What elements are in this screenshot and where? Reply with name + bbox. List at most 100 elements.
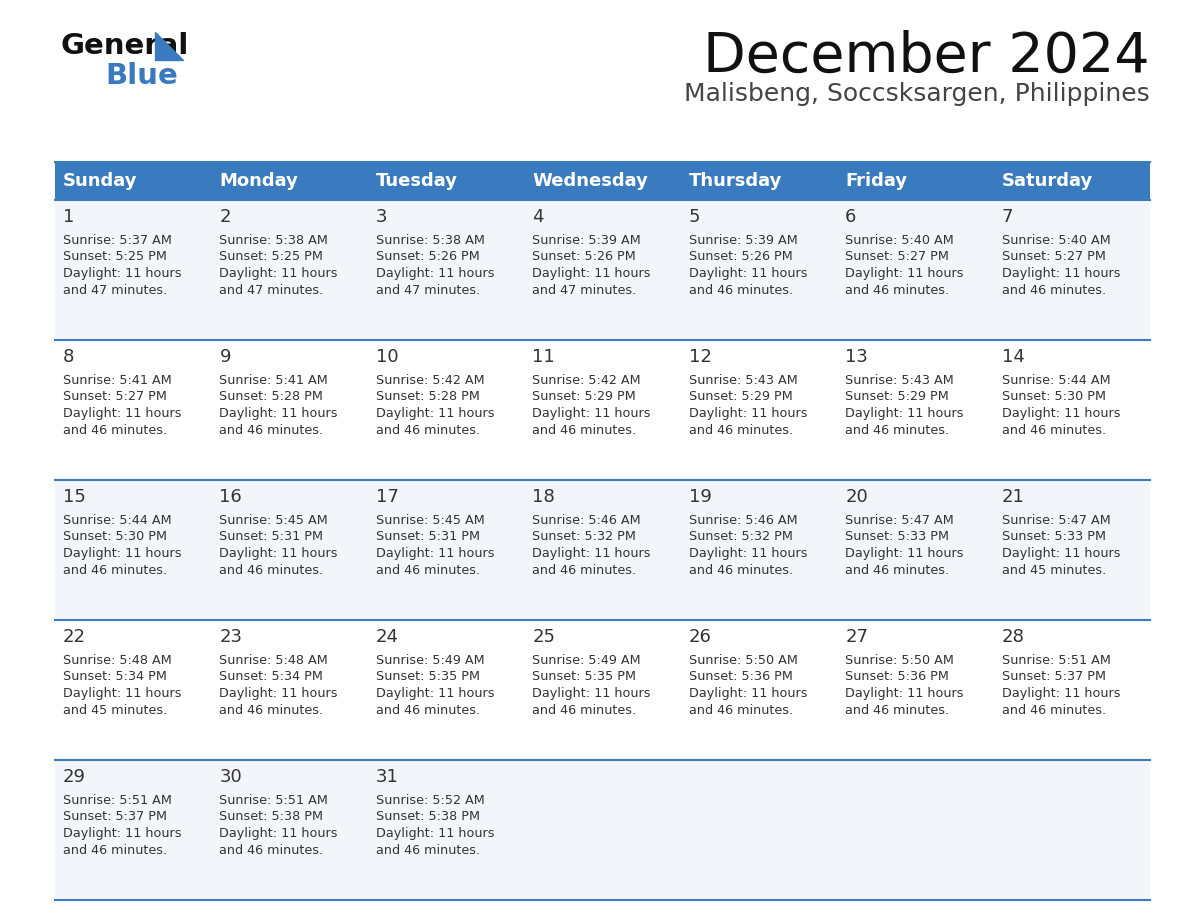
Text: 11: 11: [532, 348, 555, 366]
Text: Sunset: 5:31 PM: Sunset: 5:31 PM: [220, 531, 323, 543]
Text: and 46 minutes.: and 46 minutes.: [532, 423, 637, 436]
Text: Thursday: Thursday: [689, 172, 782, 190]
Text: Sunrise: 5:45 AM: Sunrise: 5:45 AM: [375, 514, 485, 527]
Text: 7: 7: [1001, 208, 1013, 226]
Text: Daylight: 11 hours: Daylight: 11 hours: [375, 547, 494, 560]
Text: and 46 minutes.: and 46 minutes.: [689, 703, 792, 717]
Text: Sunset: 5:35 PM: Sunset: 5:35 PM: [375, 670, 480, 684]
Text: and 46 minutes.: and 46 minutes.: [532, 564, 637, 577]
Text: Sunset: 5:26 PM: Sunset: 5:26 PM: [375, 251, 480, 263]
Text: and 45 minutes.: and 45 minutes.: [63, 703, 168, 717]
Text: and 46 minutes.: and 46 minutes.: [63, 423, 168, 436]
Text: Sunrise: 5:44 AM: Sunrise: 5:44 AM: [63, 514, 171, 527]
Text: 2: 2: [220, 208, 230, 226]
Text: Sunrise: 5:49 AM: Sunrise: 5:49 AM: [532, 654, 640, 667]
Text: and 46 minutes.: and 46 minutes.: [1001, 423, 1106, 436]
Text: Sunrise: 5:39 AM: Sunrise: 5:39 AM: [532, 234, 642, 247]
Text: Blue: Blue: [105, 62, 178, 90]
Text: 30: 30: [220, 768, 242, 786]
Text: Daylight: 11 hours: Daylight: 11 hours: [375, 827, 494, 840]
Text: Sunset: 5:34 PM: Sunset: 5:34 PM: [220, 670, 323, 684]
Text: and 46 minutes.: and 46 minutes.: [63, 844, 168, 856]
Text: and 46 minutes.: and 46 minutes.: [63, 564, 168, 577]
Text: Sunrise: 5:43 AM: Sunrise: 5:43 AM: [689, 374, 797, 387]
Text: Daylight: 11 hours: Daylight: 11 hours: [63, 267, 182, 280]
Text: 12: 12: [689, 348, 712, 366]
Text: 18: 18: [532, 488, 555, 506]
Text: Friday: Friday: [845, 172, 908, 190]
Text: Sunset: 5:32 PM: Sunset: 5:32 PM: [532, 531, 636, 543]
Text: and 47 minutes.: and 47 minutes.: [220, 284, 323, 297]
Text: 26: 26: [689, 628, 712, 646]
Text: and 45 minutes.: and 45 minutes.: [1001, 564, 1106, 577]
Polygon shape: [154, 32, 183, 60]
Bar: [55, 340, 1150, 480]
Text: Wednesday: Wednesday: [532, 172, 649, 190]
Text: and 46 minutes.: and 46 minutes.: [375, 423, 480, 436]
Text: Sunrise: 5:46 AM: Sunrise: 5:46 AM: [689, 514, 797, 527]
Bar: [55, 200, 1150, 340]
Text: Sunset: 5:30 PM: Sunset: 5:30 PM: [63, 531, 168, 543]
Text: 4: 4: [532, 208, 544, 226]
Text: Malisbeng, Soccsksargen, Philippines: Malisbeng, Soccsksargen, Philippines: [684, 82, 1150, 106]
Text: Sunset: 5:35 PM: Sunset: 5:35 PM: [532, 670, 637, 684]
Text: 15: 15: [63, 488, 86, 506]
Text: Sunrise: 5:41 AM: Sunrise: 5:41 AM: [63, 374, 172, 387]
Text: 29: 29: [63, 768, 86, 786]
Text: Daylight: 11 hours: Daylight: 11 hours: [375, 687, 494, 700]
Text: General: General: [61, 32, 189, 60]
Text: Daylight: 11 hours: Daylight: 11 hours: [375, 407, 494, 420]
Text: Sunset: 5:27 PM: Sunset: 5:27 PM: [845, 251, 949, 263]
Text: Sunrise: 5:43 AM: Sunrise: 5:43 AM: [845, 374, 954, 387]
Text: Sunset: 5:32 PM: Sunset: 5:32 PM: [689, 531, 792, 543]
Text: and 46 minutes.: and 46 minutes.: [845, 423, 949, 436]
Text: Sunset: 5:28 PM: Sunset: 5:28 PM: [220, 390, 323, 404]
Text: and 46 minutes.: and 46 minutes.: [220, 423, 323, 436]
Bar: [55, 480, 1150, 620]
Text: Sunset: 5:38 PM: Sunset: 5:38 PM: [375, 811, 480, 823]
Text: Daylight: 11 hours: Daylight: 11 hours: [63, 547, 182, 560]
Text: Daylight: 11 hours: Daylight: 11 hours: [845, 687, 963, 700]
Text: Sunset: 5:28 PM: Sunset: 5:28 PM: [375, 390, 480, 404]
Bar: [55, 620, 1150, 760]
Text: Daylight: 11 hours: Daylight: 11 hours: [63, 407, 182, 420]
Text: Daylight: 11 hours: Daylight: 11 hours: [220, 547, 337, 560]
Text: Sunrise: 5:40 AM: Sunrise: 5:40 AM: [1001, 234, 1111, 247]
Text: 17: 17: [375, 488, 399, 506]
Text: 21: 21: [1001, 488, 1024, 506]
Text: Saturday: Saturday: [1001, 172, 1093, 190]
Text: Daylight: 11 hours: Daylight: 11 hours: [845, 547, 963, 560]
Text: and 46 minutes.: and 46 minutes.: [220, 844, 323, 856]
Text: Sunrise: 5:42 AM: Sunrise: 5:42 AM: [532, 374, 640, 387]
Text: Sunrise: 5:38 AM: Sunrise: 5:38 AM: [375, 234, 485, 247]
Text: 23: 23: [220, 628, 242, 646]
Text: Sunrise: 5:47 AM: Sunrise: 5:47 AM: [845, 514, 954, 527]
Text: 5: 5: [689, 208, 700, 226]
Text: Daylight: 11 hours: Daylight: 11 hours: [63, 827, 182, 840]
Text: Sunset: 5:36 PM: Sunset: 5:36 PM: [689, 670, 792, 684]
Text: Sunrise: 5:50 AM: Sunrise: 5:50 AM: [689, 654, 797, 667]
Text: 27: 27: [845, 628, 868, 646]
Text: Daylight: 11 hours: Daylight: 11 hours: [689, 687, 807, 700]
Text: and 47 minutes.: and 47 minutes.: [532, 284, 637, 297]
Text: Daylight: 11 hours: Daylight: 11 hours: [532, 687, 651, 700]
Text: Daylight: 11 hours: Daylight: 11 hours: [845, 267, 963, 280]
Text: Sunset: 5:27 PM: Sunset: 5:27 PM: [1001, 251, 1106, 263]
Text: Sunset: 5:29 PM: Sunset: 5:29 PM: [689, 390, 792, 404]
Text: Daylight: 11 hours: Daylight: 11 hours: [689, 407, 807, 420]
Text: and 46 minutes.: and 46 minutes.: [220, 564, 323, 577]
Text: Sunrise: 5:37 AM: Sunrise: 5:37 AM: [63, 234, 172, 247]
Text: Sunset: 5:29 PM: Sunset: 5:29 PM: [845, 390, 949, 404]
Text: and 46 minutes.: and 46 minutes.: [532, 703, 637, 717]
Text: Daylight: 11 hours: Daylight: 11 hours: [532, 547, 651, 560]
Text: Sunset: 5:31 PM: Sunset: 5:31 PM: [375, 531, 480, 543]
Text: and 46 minutes.: and 46 minutes.: [845, 284, 949, 297]
Text: 1: 1: [63, 208, 75, 226]
Text: 8: 8: [63, 348, 75, 366]
Text: 16: 16: [220, 488, 242, 506]
Text: and 46 minutes.: and 46 minutes.: [689, 284, 792, 297]
Text: Sunrise: 5:45 AM: Sunrise: 5:45 AM: [220, 514, 328, 527]
Text: Daylight: 11 hours: Daylight: 11 hours: [845, 407, 963, 420]
Text: Sunrise: 5:51 AM: Sunrise: 5:51 AM: [1001, 654, 1111, 667]
Text: Sunrise: 5:44 AM: Sunrise: 5:44 AM: [1001, 374, 1111, 387]
